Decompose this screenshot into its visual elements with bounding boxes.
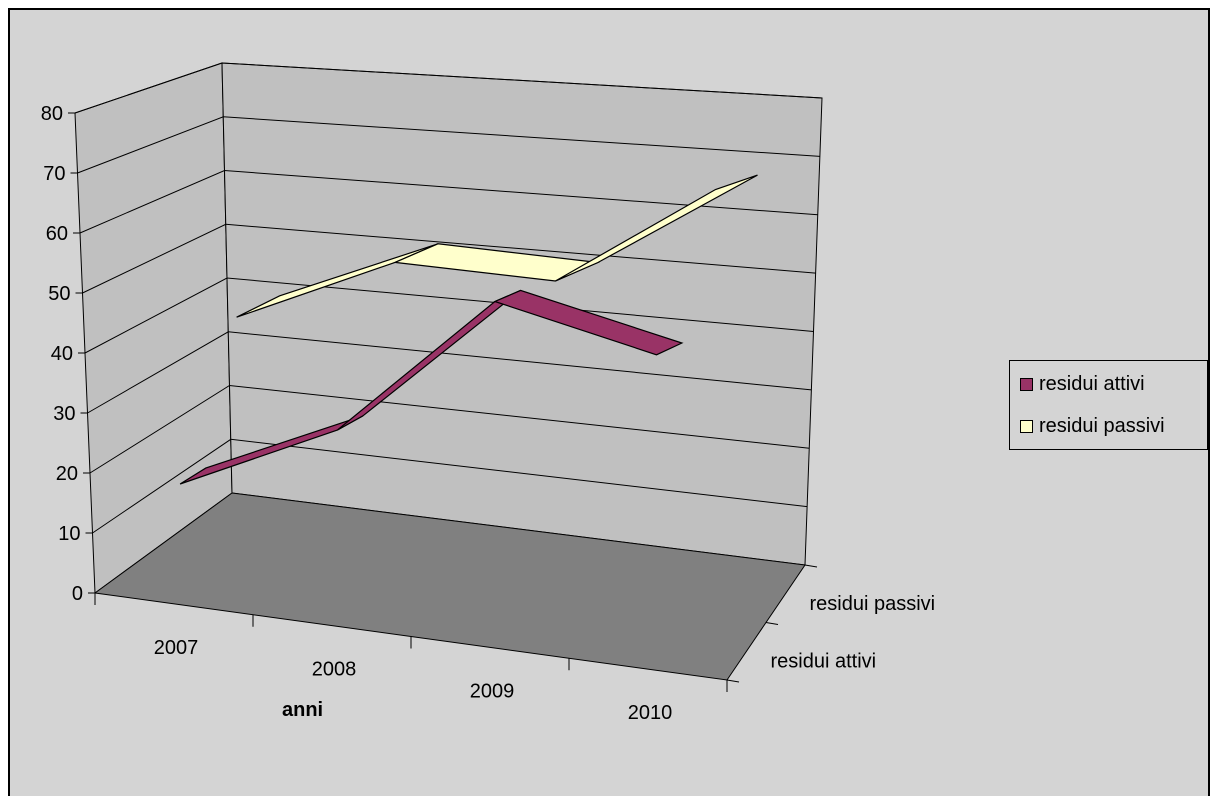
gridline-70 (77, 116, 820, 174)
series-residui-attivi-ribbon-segment-2 (493, 289, 684, 356)
chart-walls (74, 62, 823, 681)
gridline-60 (79, 169, 818, 234)
x-tick-label-2008: 2008 (312, 659, 357, 681)
y-tick-label-20: 20 (56, 463, 78, 485)
y-tick-label-40: 40 (51, 343, 73, 365)
legend-item-residui-attivi: residui attivi (1020, 371, 1145, 397)
z-tick-label-1: residui passivi (810, 593, 936, 615)
gridline-40 (84, 277, 814, 354)
gridline-30 (87, 331, 812, 414)
y-tick-label-70: 70 (43, 163, 65, 185)
legend-label-residui-passivi: residui passivi (1039, 414, 1165, 437)
gridline-80 (74, 62, 823, 114)
legend-item-residui-passivi: residui passivi (1020, 413, 1165, 439)
y-tick-label-60: 60 (46, 223, 68, 245)
chart-gridlines (74, 62, 823, 534)
legend-swatch-residui-attivi (1020, 377, 1033, 391)
gridline-20 (89, 384, 810, 474)
gridline-10 (92, 438, 808, 534)
chart-series (179, 174, 758, 485)
chart-labels: 0 10 20 30 40 50 60 70 80 2007 2008 2009 2010 residui… (41, 103, 935, 724)
y-tick-label-30: 30 (53, 403, 75, 425)
chart-axes (68, 112, 818, 692)
x-tick-label-2007: 2007 (154, 637, 199, 659)
back-wall (221, 62, 823, 566)
x-tick-label-2009: 2009 (470, 680, 515, 702)
y-tick-label-0: 0 (72, 583, 83, 605)
y-tick-label-80: 80 (41, 103, 63, 125)
series-residui-passivi-ribbon-segment-2 (555, 174, 758, 282)
z-tick-mark-1 (765, 622, 779, 625)
x-tick-label-2010: 2010 (628, 702, 673, 724)
legend-label-residui-attivi: residui attivi (1039, 372, 1145, 395)
z-tick-mark-0 (726, 679, 740, 683)
y-tick-label-10: 10 (58, 523, 80, 545)
x-axis-title: anni (282, 699, 323, 721)
gridline-50 (82, 223, 816, 294)
legend-swatch-residui-passivi (1020, 419, 1033, 433)
z-tick-label-0: residui attivi (771, 650, 877, 672)
y-tick-label-50: 50 (48, 283, 70, 305)
chart-legend: residui attivi residui passivi (1009, 360, 1208, 450)
z-tick-mark-2 (804, 564, 818, 568)
